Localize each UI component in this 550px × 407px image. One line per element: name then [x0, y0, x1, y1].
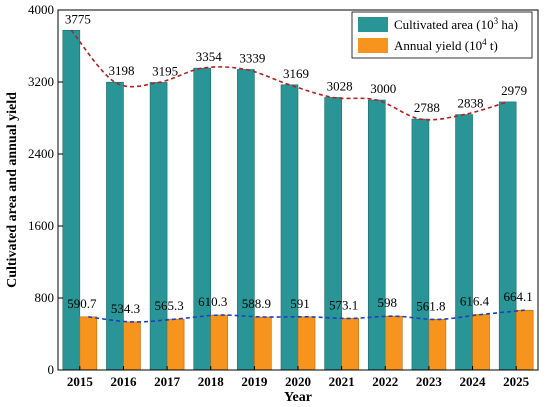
data-label-cultivated-area-2021: 3028: [327, 78, 353, 93]
bar-annual-yield-2025: [515, 309, 534, 371]
y-tick-label-0: 0: [48, 362, 55, 377]
x-tick-label-2019: 2019: [241, 374, 268, 389]
legend-swatch-annual-yield: [358, 38, 388, 53]
y-axis-label: Cultivated area and annual yield: [5, 92, 20, 288]
bar-cultivated-area-2021: [324, 97, 342, 371]
y-tick-label-2400: 2400: [28, 146, 54, 161]
bar-annual-yield-2016: [123, 321, 141, 371]
data-label-cultivated-area-2025: 2979: [501, 83, 527, 98]
data-label-annual-yield-2023: 561.8: [416, 298, 445, 313]
x-tick-label-2015: 2015: [67, 374, 94, 389]
bar-cultivated-area-2023: [411, 118, 430, 371]
data-label-annual-yield-2017: 565.3: [154, 298, 183, 313]
data-label-annual-yield-2018: 610.3: [198, 294, 227, 309]
data-labels-layer: 3775 590.7 3198 534.3 3195 565.3 3354 610.3 3339…: [65, 11, 533, 316]
bar-cultivated-area-2015: [62, 29, 81, 371]
x-axis: 2015 2016 2017 2018 2019 2020 2021 2022 2023 2024…: [67, 366, 530, 389]
bar-cultivated-area-2018: [193, 67, 212, 371]
data-label-cultivated-area-2019: 3339: [239, 50, 265, 65]
data-label-annual-yield-2025: 664.1: [504, 289, 533, 304]
bar-annual-yield-2017: [166, 318, 185, 371]
data-label-annual-yield-2024: 616.4: [460, 294, 490, 309]
bar-annual-yield-2020: [297, 316, 316, 371]
bar-annual-yield-2024: [472, 314, 490, 371]
x-tick-label-2020: 2020: [285, 374, 311, 389]
data-label-cultivated-area-2020: 3169: [283, 66, 309, 81]
bar-annual-yield-2019: [254, 316, 272, 371]
data-label-cultivated-area-2018: 3354: [196, 49, 223, 64]
x-tick-label-2023: 2023: [416, 374, 443, 389]
x-tick-label-2017: 2017: [154, 374, 181, 389]
data-label-cultivated-area-2023: 2788: [414, 100, 440, 115]
data-label-cultivated-area-2015: 3775: [65, 11, 91, 26]
bar-cultivated-area-2025: [498, 101, 517, 371]
bar-annual-yield-2022: [384, 315, 403, 371]
bar-cultivated-area-2020: [280, 84, 299, 371]
legend-label-annual-yield: Annual yield (104 t): [394, 37, 498, 53]
y-tick-label-4000: 4000: [28, 2, 54, 17]
y-tick-label-1600: 1600: [28, 218, 54, 233]
x-axis-label: Year: [284, 390, 312, 405]
bar-cultivated-area-2019: [237, 69, 255, 371]
data-label-annual-yield-2020: 591: [290, 296, 310, 311]
legend-swatch-cultivated-area: [358, 17, 388, 32]
bar-cultivated-area-2017: [149, 82, 168, 371]
bar-annual-yield-2023: [428, 319, 447, 371]
bars-layer: [62, 29, 534, 371]
bar-cultivated-area-2024: [455, 114, 473, 371]
data-label-cultivated-area-2016: 3198: [108, 63, 134, 78]
data-label-cultivated-area-2022: 3000: [370, 81, 396, 96]
bar-annual-yield-2021: [341, 318, 359, 371]
x-tick-label-2025: 2025: [503, 374, 530, 389]
y-axis: 0 800 1600 2400 3200 4000: [28, 2, 63, 377]
y-tick-label-800: 800: [35, 290, 55, 305]
bar-cultivated-area-2016: [106, 81, 124, 371]
x-tick-label-2022: 2022: [372, 374, 398, 389]
legend: Cultivated area (103 ha) Annual yield (10…: [351, 11, 533, 59]
data-label-annual-yield-2022: 598: [378, 295, 398, 310]
x-tick-label-2016: 2016: [110, 374, 137, 389]
data-label-annual-yield-2019: 588.9: [242, 296, 271, 311]
bar-cultivated-area-2022: [367, 99, 386, 371]
trend-lines-layer: [70, 29, 525, 323]
bar-annual-yield-2018: [210, 314, 229, 371]
data-label-annual-yield-2016: 534.3: [111, 301, 140, 316]
data-label-cultivated-area-2017: 3195: [152, 63, 178, 78]
x-tick-label-2024: 2024: [460, 374, 487, 389]
x-tick-label-2018: 2018: [198, 374, 225, 389]
data-label-cultivated-area-2024: 2838: [458, 96, 484, 111]
data-label-annual-yield-2015: 590.7: [67, 296, 97, 311]
bar-annual-yield-2015: [79, 316, 98, 371]
legend-label-cultivated-area: Cultivated area (103 ha): [394, 16, 518, 32]
data-label-annual-yield-2021: 573.1: [329, 297, 358, 312]
trend-line-annual-yield: [88, 309, 525, 323]
x-tick-label-2021: 2021: [329, 374, 355, 389]
y-tick-label-3200: 3200: [28, 74, 54, 89]
